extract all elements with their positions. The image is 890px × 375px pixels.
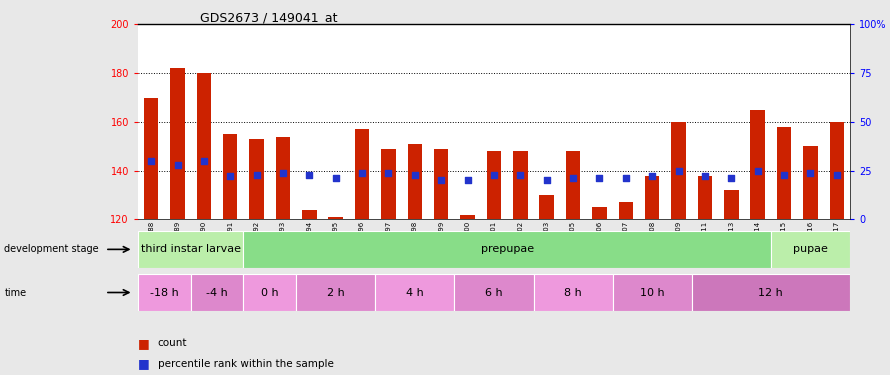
Text: GDS2673 / 149041_at: GDS2673 / 149041_at	[200, 11, 337, 24]
Bar	[328, 217, 343, 219]
Point	[303, 171, 317, 177]
Bar	[249, 139, 263, 219]
Bar	[619, 202, 633, 219]
Bar	[144, 98, 158, 219]
Bar	[170, 68, 185, 219]
Point	[539, 177, 554, 183]
Bar	[592, 207, 607, 219]
Bar	[671, 122, 686, 219]
Point	[724, 176, 739, 181]
Point	[223, 174, 238, 180]
Text: percentile rank within the sample: percentile rank within the sample	[158, 359, 334, 369]
Text: time: time	[4, 288, 27, 297]
Bar	[434, 149, 449, 219]
Point	[328, 176, 343, 181]
Bar	[771, 231, 850, 268]
Text: 2 h: 2 h	[327, 288, 344, 297]
Bar	[197, 73, 211, 219]
Bar	[138, 231, 244, 268]
Point	[170, 162, 184, 168]
Bar	[455, 274, 533, 311]
Text: ■: ■	[138, 337, 150, 350]
Point	[645, 174, 659, 180]
Bar	[223, 134, 238, 219]
Bar	[533, 274, 612, 311]
Bar	[376, 274, 455, 311]
Text: 10 h: 10 h	[640, 288, 665, 297]
Bar	[190, 274, 244, 311]
Point	[777, 171, 791, 177]
Bar	[539, 195, 554, 219]
Bar	[138, 274, 190, 311]
Bar	[777, 127, 791, 219]
Bar	[513, 151, 528, 219]
Text: -18 h: -18 h	[150, 288, 179, 297]
Bar	[692, 274, 850, 311]
Bar	[302, 210, 317, 219]
Point	[566, 176, 580, 181]
Text: 8 h: 8 h	[564, 288, 582, 297]
Text: 12 h: 12 h	[758, 288, 783, 297]
Bar	[296, 274, 376, 311]
Point	[381, 170, 395, 176]
Bar	[487, 151, 501, 219]
Point	[355, 170, 369, 176]
Text: ■: ■	[138, 357, 150, 370]
Point	[197, 158, 211, 164]
Bar	[724, 190, 739, 219]
Point	[408, 171, 422, 177]
Point	[144, 158, 158, 164]
Point	[619, 176, 633, 181]
Text: prepupae: prepupae	[481, 244, 534, 254]
Point	[804, 170, 818, 176]
Point	[671, 168, 685, 174]
Bar	[408, 144, 422, 219]
Text: development stage: development stage	[4, 244, 99, 254]
Text: 0 h: 0 h	[261, 288, 279, 297]
Text: third instar larvae: third instar larvae	[141, 244, 240, 254]
Point	[460, 177, 474, 183]
Point	[829, 171, 844, 177]
Bar	[698, 176, 712, 219]
Text: pupae: pupae	[793, 244, 828, 254]
Point	[434, 177, 449, 183]
Point	[593, 176, 607, 181]
Bar	[750, 110, 765, 219]
Bar	[803, 146, 818, 219]
Bar	[276, 136, 290, 219]
Bar	[645, 176, 659, 219]
Text: 6 h: 6 h	[485, 288, 503, 297]
Text: count: count	[158, 338, 187, 348]
Point	[249, 171, 263, 177]
Point	[750, 168, 765, 174]
Bar	[460, 214, 475, 219]
Point	[276, 170, 290, 176]
Bar	[244, 231, 771, 268]
Bar	[244, 274, 296, 311]
Point	[698, 174, 712, 180]
Point	[487, 171, 501, 177]
Bar	[355, 129, 369, 219]
Bar	[612, 274, 692, 311]
Bar	[566, 151, 580, 219]
Text: 4 h: 4 h	[406, 288, 424, 297]
Text: -4 h: -4 h	[206, 288, 228, 297]
Point	[514, 171, 528, 177]
Bar	[381, 149, 396, 219]
Bar	[829, 122, 844, 219]
